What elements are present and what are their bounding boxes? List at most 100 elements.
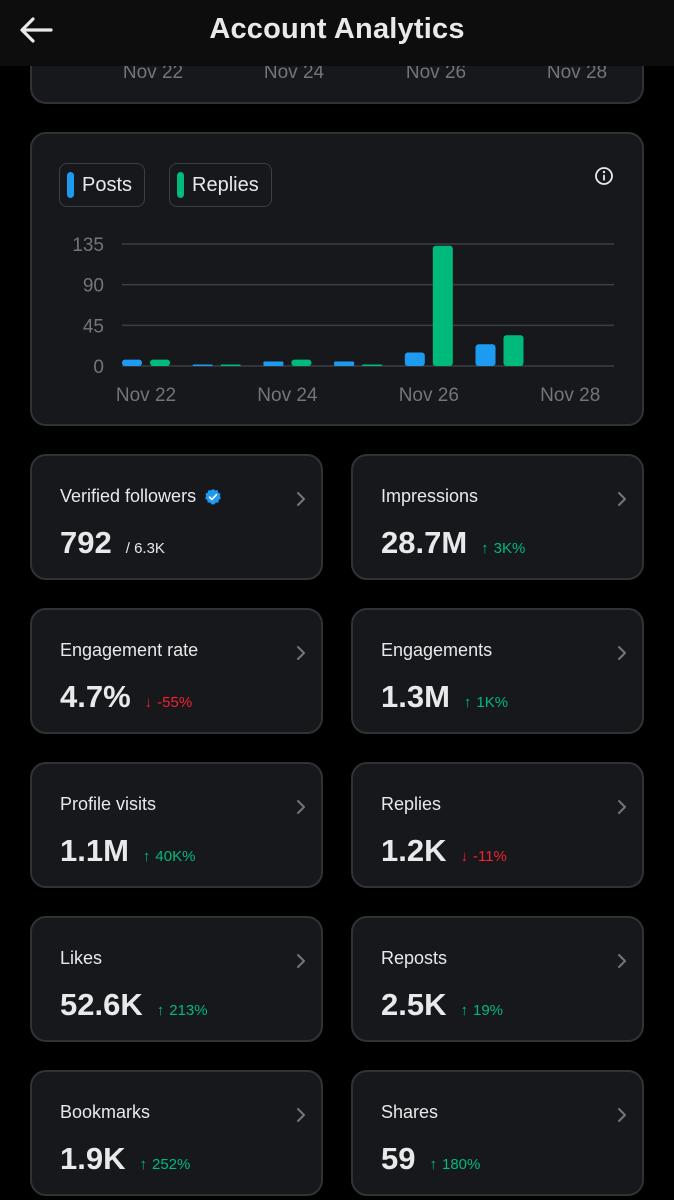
back-button[interactable]	[14, 10, 58, 50]
metric-card-likes[interactable]: Likes 52.6K ↑ 213%	[30, 916, 323, 1042]
bar-replies[interactable]	[150, 359, 170, 366]
metric-value: 2.5K	[381, 987, 447, 1022]
metric-title-text: Reposts	[381, 948, 448, 968]
chevron-right-icon	[618, 954, 626, 968]
bar-posts[interactable]	[192, 364, 213, 367]
x-tick-label: Nov 28	[546, 62, 608, 83]
bar-posts[interactable]	[334, 361, 355, 366]
metric-title: Profile visits	[60, 794, 156, 815]
y-tick-label: 0	[93, 357, 104, 378]
metric-value-row: 792 / 6.3K	[60, 525, 165, 561]
metric-title-text: Bookmarks	[60, 1102, 151, 1122]
legend-posts[interactable]: Posts	[59, 163, 146, 207]
legend-replies-label: Replies	[192, 173, 259, 196]
page-title: Account Analytics	[209, 13, 465, 45]
metric-card-bookmarks[interactable]: Bookmarks 1.9K ↑ 252%	[30, 1070, 323, 1196]
metric-value: 59	[381, 1141, 416, 1176]
metric-title-text: Shares	[381, 1102, 439, 1122]
metric-card-impressions[interactable]: Impressions 28.7M ↑ 3K%	[351, 454, 644, 580]
metric-change-value: 213%	[169, 1002, 208, 1019]
metric-change: ↓ -55%	[145, 694, 193, 711]
bar-replies[interactable]	[362, 364, 383, 367]
metric-title-text: Likes	[60, 948, 103, 968]
metric-change-value: 3K%	[493, 540, 526, 557]
x-tick-label: Nov 24	[263, 62, 325, 83]
x-tick-label: Nov 26	[399, 385, 459, 406]
metric-card-profile-visits[interactable]: Profile visits 1.1M ↑ 40K%	[30, 762, 323, 888]
metric-change-value: 1K%	[476, 694, 509, 711]
bar-posts[interactable]	[122, 359, 142, 366]
verified-badge-icon	[205, 488, 221, 505]
metric-title-text: Engagements	[381, 640, 493, 660]
metric-title-text: Impressions	[381, 486, 479, 506]
metric-total: / 6.3K	[125, 540, 165, 557]
metric-change: ↑ 252%	[139, 1156, 190, 1173]
chevron-right-icon	[297, 1108, 305, 1122]
metric-title-text: Profile visits	[60, 794, 157, 814]
metric-value-row: 1.3M ↑ 1K%	[381, 679, 508, 715]
arrow-up-icon: ↑	[139, 1156, 147, 1173]
arrow-up-icon: ↑	[481, 540, 489, 557]
metric-change-value: 19%	[472, 1002, 504, 1019]
metric-change-value: 40K%	[155, 848, 196, 865]
arrow-up-icon: ↑	[142, 848, 151, 865]
metric-card-engagements[interactable]: Engagements 1.3M ↑ 1K%	[351, 608, 644, 734]
bar-posts[interactable]	[404, 352, 425, 366]
metric-value: 4.7%	[60, 679, 131, 714]
metric-title: Verified followers	[60, 486, 222, 507]
arrow-down-icon: ↓	[144, 694, 153, 711]
chevron-right-icon	[297, 492, 305, 506]
app-header: Account Analytics	[0, 0, 674, 66]
metric-card-reposts[interactable]: Reposts 2.5K ↑ 19%	[351, 916, 644, 1042]
chevron-right-icon	[618, 646, 626, 660]
metric-title: Engagement rate	[60, 640, 198, 661]
bar-posts[interactable]	[263, 361, 284, 366]
metric-title: Replies	[381, 794, 441, 815]
metric-value-row: 4.7% ↓ -55%	[60, 679, 192, 715]
metric-value-row: 1.9K ↑ 252%	[60, 1141, 190, 1177]
metric-card-verified-followers[interactable]: Verified followers 792 / 6.3K	[30, 454, 323, 580]
posts-replies-chart-card: Posts Replies 0 45 90 135 Nov 22 Nov 24 Nov 26…	[30, 132, 644, 426]
metric-value-row: 59 ↑ 180%	[381, 1141, 480, 1177]
metric-title: Bookmarks	[60, 1102, 150, 1123]
metric-value: 1.3M	[381, 679, 450, 714]
info-icon[interactable]	[594, 166, 614, 186]
metric-change: ↑ 213%	[157, 1002, 208, 1019]
metric-title: Shares	[381, 1102, 438, 1123]
metric-card-replies[interactable]: Replies 1.2K ↓ -11%	[351, 762, 644, 888]
arrow-down-icon: ↓	[460, 848, 468, 865]
metric-value: 28.7M	[381, 525, 468, 560]
metric-title: Reposts	[381, 948, 447, 969]
x-tick-label: Nov 22	[122, 62, 184, 83]
metric-change: ↓ -11%	[460, 848, 506, 865]
metric-value: 52.6K	[60, 987, 143, 1022]
y-tick-label: 90	[83, 276, 104, 297]
posts-replies-bar-chart: 0 45 90 135 Nov 22 Nov 24 Nov 26 Nov 28	[72, 235, 614, 406]
bar-replies[interactable]	[291, 359, 312, 366]
arrow-up-icon: ↑	[429, 1156, 437, 1173]
metric-title-text: Engagement rate	[60, 640, 199, 660]
metric-card-shares[interactable]: Shares 59 ↑ 180%	[351, 1070, 644, 1196]
chevron-right-icon	[297, 800, 305, 814]
x-tick-label: Nov 24	[257, 385, 318, 406]
bar-replies[interactable]	[220, 364, 241, 367]
bar-posts[interactable]	[475, 344, 496, 366]
metric-value-row: 2.5K ↑ 19%	[381, 987, 503, 1023]
bar-replies[interactable]	[503, 335, 524, 366]
y-tick-label: 45	[83, 316, 104, 337]
chevron-right-icon	[297, 954, 305, 968]
legend-swatch-replies	[177, 172, 184, 198]
arrow-up-icon: ↑	[460, 1002, 468, 1019]
metric-title-text: Replies	[381, 794, 442, 814]
metric-value: 792	[60, 525, 112, 560]
metric-change: ↑ 3K%	[481, 540, 525, 557]
metric-card-engagement-rate[interactable]: Engagement rate 4.7% ↓ -55%	[30, 608, 323, 734]
metric-value: 1.1M	[60, 833, 129, 868]
bar-replies[interactable]	[432, 245, 453, 366]
metric-value-row: 1.1M ↑ 40K%	[60, 833, 195, 869]
metric-value-row: 28.7M ↑ 3K%	[381, 525, 525, 561]
metric-change-value: -11%	[472, 848, 507, 865]
metric-title: Impressions	[381, 486, 478, 507]
legend-replies[interactable]: Replies	[169, 163, 272, 207]
metric-title: Likes	[60, 948, 102, 969]
